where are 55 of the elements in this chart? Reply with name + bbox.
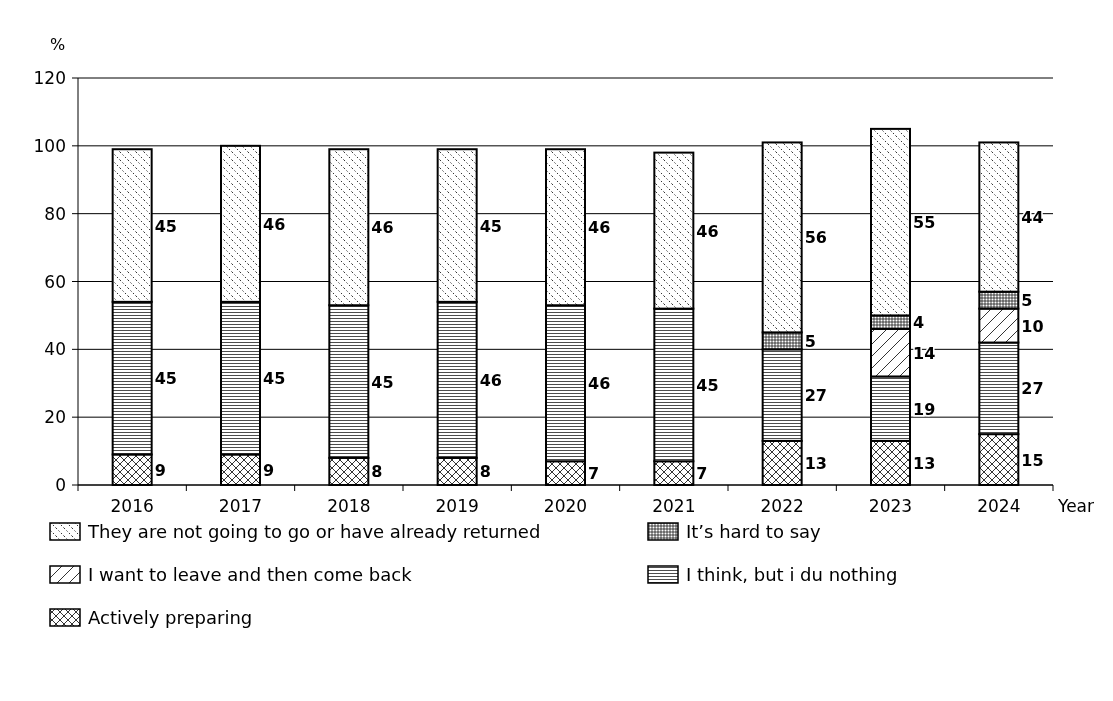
x-axis-title: Year [1057, 496, 1094, 516]
x-tick-label: 2023 [868, 496, 913, 516]
data-label: 46 [479, 370, 502, 390]
data-label: 5 [804, 331, 816, 351]
legend-label: I want to leave and then come back [88, 564, 413, 585]
data-label: 45 [696, 375, 719, 395]
x-tick-label: 2019 [435, 496, 479, 516]
x-tick-label: 2022 [760, 496, 804, 516]
data-label: 45 [154, 369, 177, 389]
data-label: 9 [263, 460, 275, 480]
y-tick-label: 120 [33, 68, 66, 88]
y-axis-title: % [50, 35, 66, 54]
data-label: 15 [1021, 450, 1044, 470]
y-tick-label: 0 [55, 475, 66, 495]
data-label: 45 [263, 369, 286, 389]
x-tick-label: 2017 [218, 496, 263, 516]
data-label: 13 [804, 453, 827, 473]
y-tick-label: 100 [33, 135, 66, 156]
y-tick-label: 20 [44, 407, 66, 428]
data-label: 5 [1021, 291, 1033, 311]
legend-label: I think, but i du nothing [686, 564, 898, 585]
data-label: 55 [913, 213, 936, 233]
x-tick-label: 2024 [977, 496, 1021, 516]
y-tick-label: 80 [44, 203, 66, 224]
data-label: 8 [371, 462, 383, 482]
data-label: 7 [696, 464, 708, 484]
data-label: 56 [804, 228, 827, 248]
data-label: 44 [1021, 208, 1044, 228]
x-tick-label: 2021 [652, 496, 696, 516]
x-tick-label: 2018 [327, 496, 371, 516]
data-label: 46 [696, 221, 719, 241]
data-label: 46 [371, 218, 394, 238]
x-tick-label: 2016 [110, 496, 154, 516]
data-label: 4 [913, 313, 925, 333]
x-tick-label: 2020 [543, 496, 588, 516]
data-label: 7 [588, 464, 600, 484]
data-label: 46 [588, 218, 611, 238]
data-label: 8 [479, 462, 491, 482]
data-label: 45 [371, 372, 394, 392]
data-label: 46 [263, 214, 286, 234]
data-label: 19 [913, 399, 936, 419]
data-label: 10 [1021, 316, 1044, 336]
data-label: 27 [1021, 379, 1044, 399]
legend-label: Actively preparing [88, 607, 253, 628]
data-label: 45 [479, 216, 502, 236]
legend-label: They are not going to go or have already returned [87, 521, 541, 542]
data-label: 45 [154, 216, 177, 236]
data-label: 9 [154, 460, 166, 480]
y-tick-label: 60 [44, 271, 66, 292]
data-label: 27 [804, 386, 827, 406]
data-label: 46 [588, 374, 611, 394]
y-tick-label: 40 [44, 339, 66, 360]
data-label: 13 [913, 453, 936, 473]
data-label: 14 [913, 343, 936, 363]
legend-label: It’s hard to say [686, 521, 822, 542]
